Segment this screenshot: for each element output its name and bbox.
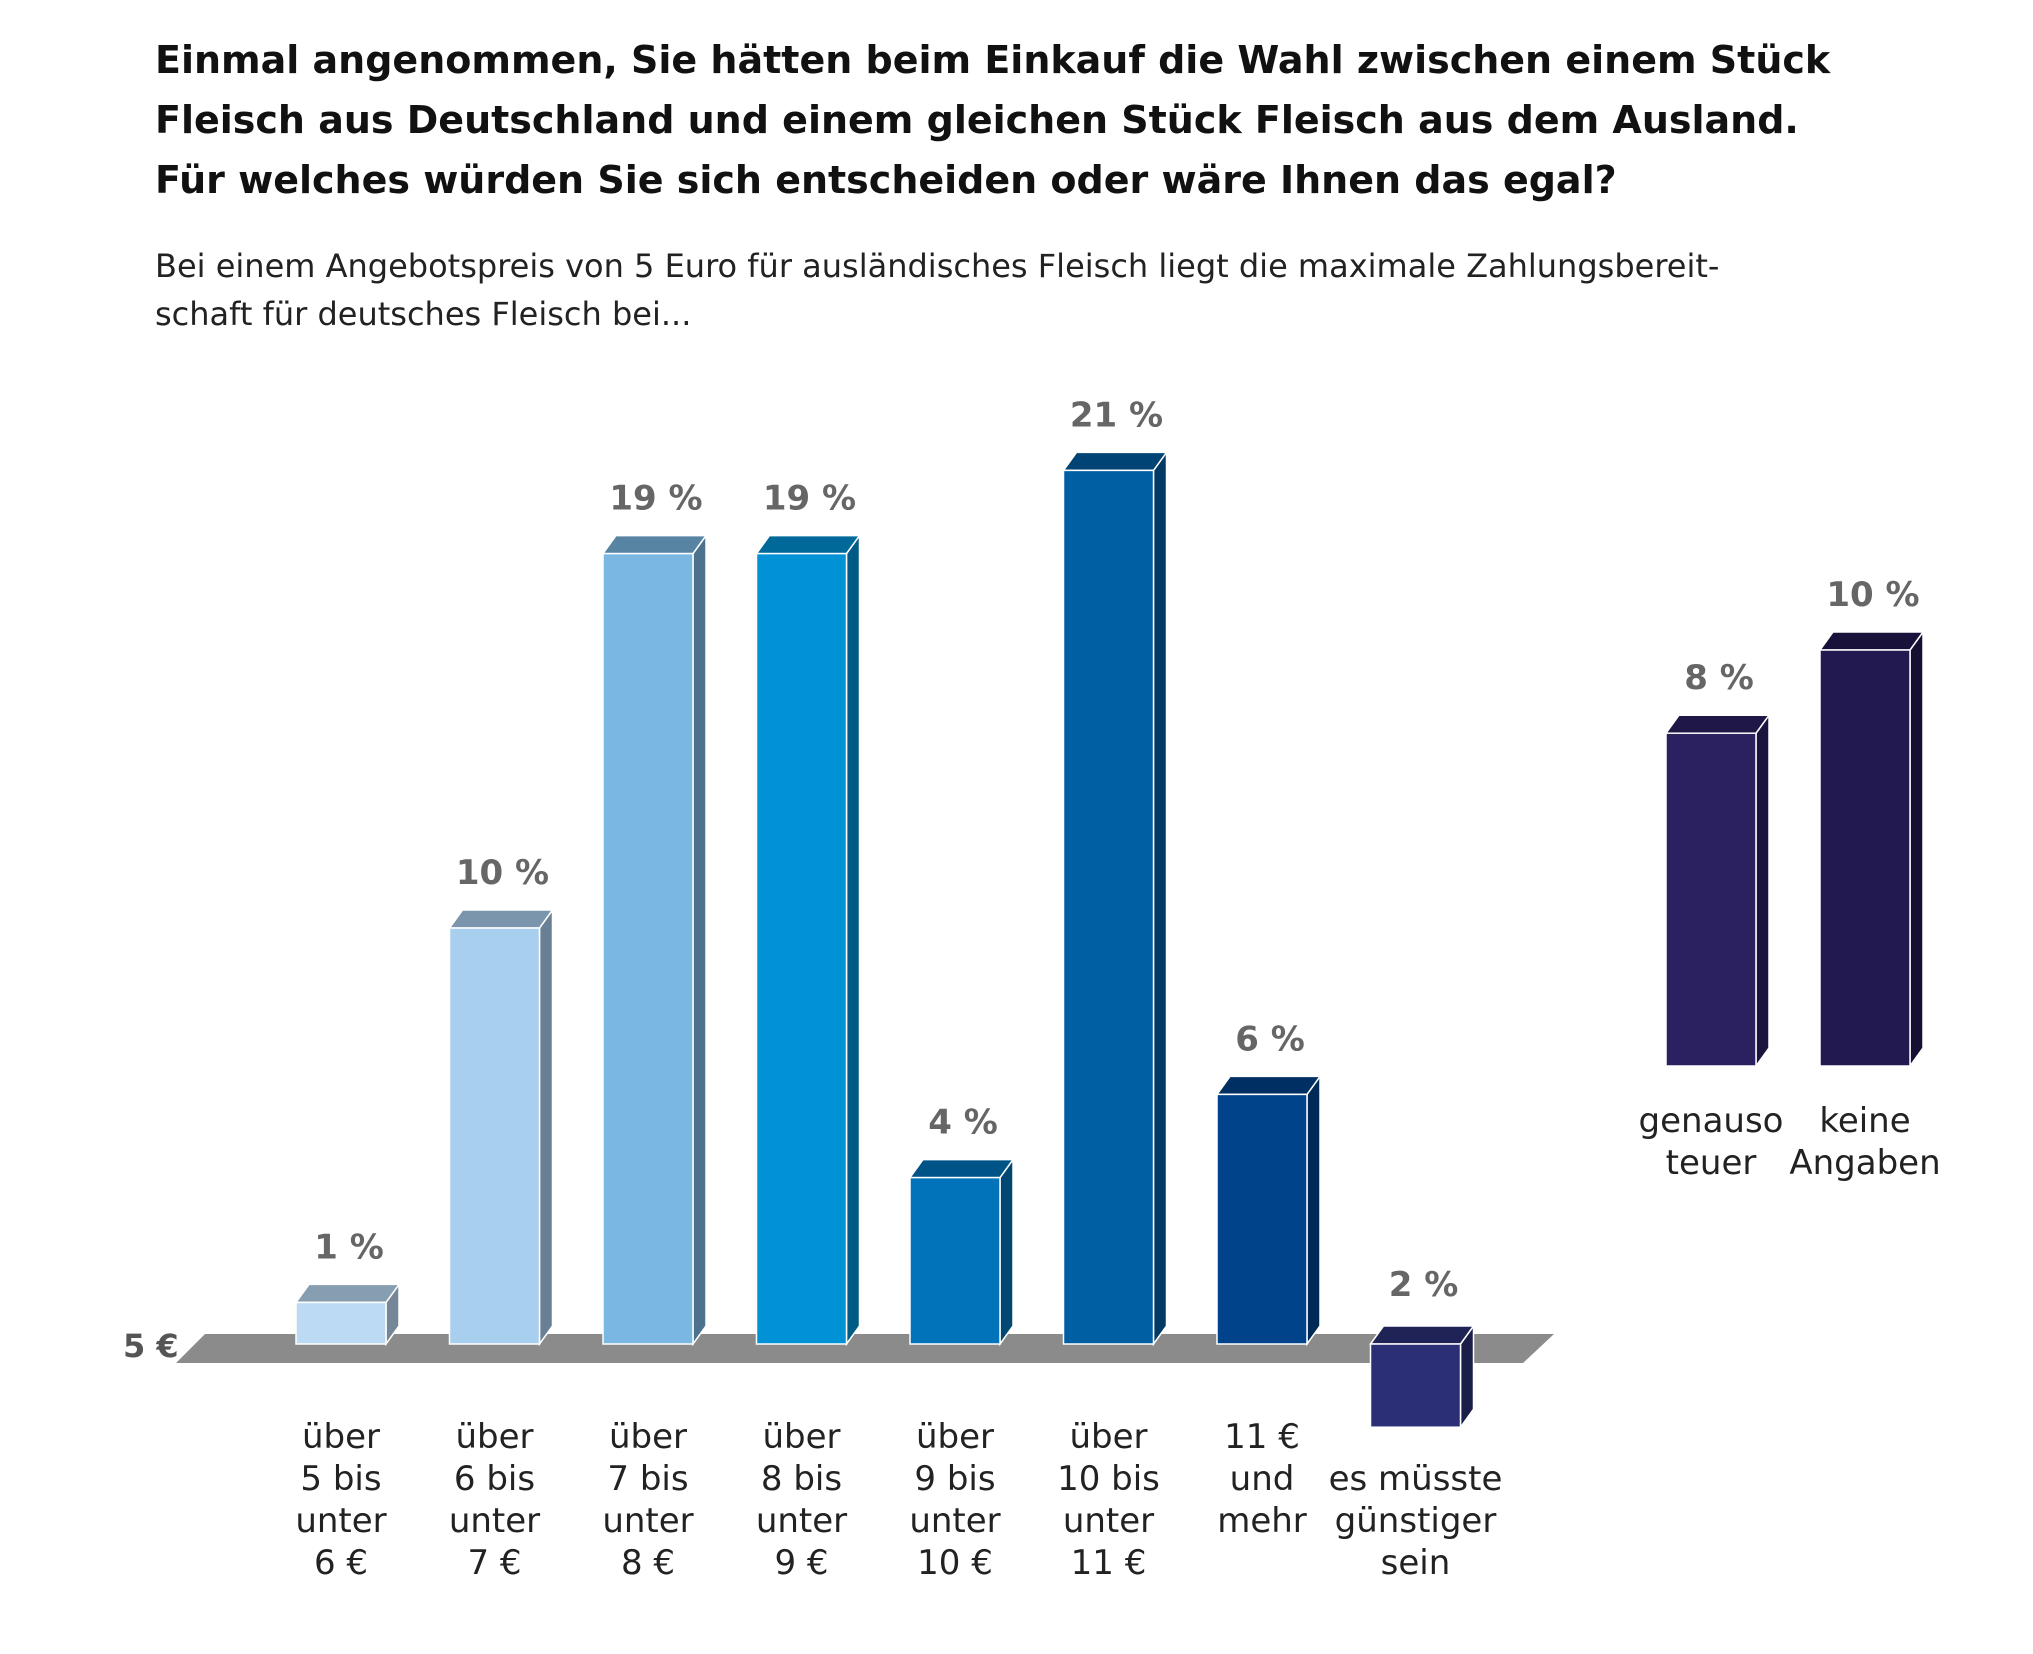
main-category-label-5-line-0: über — [1069, 1417, 1147, 1457]
main-category-label-2-line-2: unter — [602, 1501, 693, 1541]
title-line-3: Für welches würden Sie sich entscheiden … — [155, 158, 1617, 202]
main-value-label-1: 10 % — [456, 853, 549, 893]
side-bar-0 — [1665, 732, 1757, 1067]
subtitle-line-1: Bei einem Angebotspreis von 5 Euro für a… — [155, 247, 1720, 285]
main-bar-7-top — [1369, 1325, 1475, 1345]
main-category-label-0-line-0: über — [302, 1417, 380, 1457]
baseline-label: 5 € — [123, 1327, 179, 1365]
main-category-label-7-line-0: es müsste — [1329, 1459, 1503, 1499]
main-value-label-2: 19 % — [609, 479, 702, 519]
main-category-label-2: über 7 bis unter 8 € — [602, 1417, 693, 1583]
chart-title: Einmal angenommen, Sie hätten beim Einka… — [155, 30, 1955, 210]
main-category-label-4-line-1: 9 bis — [914, 1459, 995, 1499]
main-bar-1 — [448, 927, 541, 1345]
main-category-label-1-line-0: über — [455, 1417, 533, 1457]
main-bar-4-side — [999, 1157, 1014, 1347]
side-bar-1 — [1819, 649, 1911, 1067]
main-bar-1-top — [448, 909, 554, 929]
main-bar-3-top — [755, 534, 861, 555]
main-category-label-0-line-1: 5 bis — [300, 1459, 381, 1499]
main-bar-5 — [1062, 469, 1155, 1345]
main-category-label-6-line-1: und — [1230, 1459, 1295, 1499]
main-category-label-4-line-3: 10 € — [917, 1543, 993, 1583]
main-bar-0 — [295, 1301, 387, 1345]
main-bar-6 — [1216, 1093, 1308, 1345]
bars-layer: 1 %über 5 bis unter 6 €10 %über 6 bis unter 7 … — [294, 395, 1941, 1583]
main-category-label-5-line-1: 10 bis — [1057, 1459, 1160, 1499]
side-bar-1-side — [1909, 629, 1924, 1069]
subtitle-line-2: schaft für deutsches Fleisch bei... — [155, 295, 692, 333]
side-value-label-0: 8 % — [1684, 658, 1754, 698]
main-bar-5-side — [1152, 450, 1168, 1347]
main-category-label-2-line-3: 8 € — [621, 1543, 675, 1583]
title-line-2: Fleisch aus Deutschland und einem gleich… — [155, 98, 1799, 142]
side-bar-0-top — [1664, 714, 1771, 734]
main-category-label-3-line-2: unter — [756, 1501, 847, 1541]
main-category-label-5-line-3: 11 € — [1071, 1543, 1147, 1583]
main-category-label-3-line-0: über — [762, 1417, 840, 1457]
side-value-label-1: 10 % — [1826, 575, 1919, 615]
main-value-label-0: 1 % — [314, 1227, 384, 1267]
main-value-label-7: 2 % — [1389, 1265, 1459, 1305]
main-category-label-0: über 5 bis unter 6 € — [295, 1417, 386, 1583]
main-bar-1-side — [538, 907, 554, 1347]
main-category-label-4: über 9 bis unter 10 € — [909, 1417, 1000, 1583]
side-category-label-1: keine Angaben — [1789, 1101, 1940, 1183]
chart-subtitle: Bei einem Angebotspreis von 5 Euro für a… — [155, 242, 1955, 338]
side-category-label-1-line-0: keine — [1819, 1101, 1910, 1141]
main-bar-6-top — [1215, 1075, 1322, 1096]
main-category-label-1-line-2: unter — [449, 1501, 540, 1541]
main-bar-0-top — [294, 1283, 401, 1304]
main-bar-4-top — [908, 1158, 1015, 1179]
main-category-label-0-line-2: unter — [295, 1501, 386, 1541]
main-value-label-6: 6 % — [1235, 1019, 1305, 1059]
side-category-label-0: genauso teuer — [1639, 1101, 1784, 1183]
main-category-label-0-line-3: 6 € — [314, 1543, 368, 1583]
main-category-label-4-line-2: unter — [909, 1501, 1000, 1541]
main-category-label-7-line-1: günstiger — [1335, 1501, 1497, 1541]
title-line-1: Einmal angenommen, Sie hätten beim Einka… — [155, 38, 1831, 82]
main-category-label-2-line-0: über — [609, 1417, 687, 1457]
main-category-label-2-line-1: 7 bis — [607, 1459, 688, 1499]
main-bar-3 — [755, 552, 848, 1345]
main-category-label-5-line-2: unter — [1063, 1501, 1154, 1541]
main-category-label-6: 11 € und mehr — [1217, 1417, 1307, 1541]
main-bar-2-side — [692, 533, 707, 1347]
main-bar-3-side — [845, 533, 861, 1347]
main-bar-4 — [909, 1176, 1001, 1345]
main-category-label-5: über 10 bis unter 11 € — [1057, 1417, 1160, 1583]
side-category-label-0-line-1: teuer — [1666, 1143, 1757, 1183]
main-bar-2-top — [601, 534, 708, 555]
main-category-label-4-line-0: über — [916, 1417, 994, 1457]
side-bar-1-top — [1818, 631, 1925, 651]
side-category-label-1-line-1: Angaben — [1789, 1143, 1940, 1183]
main-category-label-1-line-3: 7 € — [467, 1543, 521, 1583]
main-category-label-6-line-2: mehr — [1217, 1501, 1307, 1541]
main-value-label-4: 4 % — [928, 1103, 998, 1143]
main-category-label-6-line-0: 11 € — [1224, 1417, 1300, 1457]
main-bar-2 — [602, 552, 694, 1345]
main-category-label-3: über 8 bis unter 9 € — [756, 1417, 847, 1583]
main-bar-6-side — [1306, 1074, 1321, 1347]
main-category-label-1: über 6 bis unter 7 € — [449, 1417, 540, 1583]
main-bar-7 — [1369, 1343, 1462, 1428]
main-value-label-3: 19 % — [763, 479, 856, 519]
main-category-label-3-line-1: 8 bis — [761, 1459, 842, 1499]
main-category-label-1-line-1: 6 bis — [454, 1459, 535, 1499]
main-bar-5-top — [1062, 451, 1168, 472]
main-category-label-3-line-3: 9 € — [774, 1543, 828, 1583]
side-category-label-0-line-0: genauso — [1639, 1101, 1784, 1141]
main-value-label-5: 21 % — [1070, 395, 1163, 435]
main-category-label-7-line-2: sein — [1381, 1543, 1451, 1583]
side-bar-0-side — [1755, 712, 1770, 1069]
main-category-label-7: es müsste günstiger sein — [1329, 1459, 1503, 1583]
